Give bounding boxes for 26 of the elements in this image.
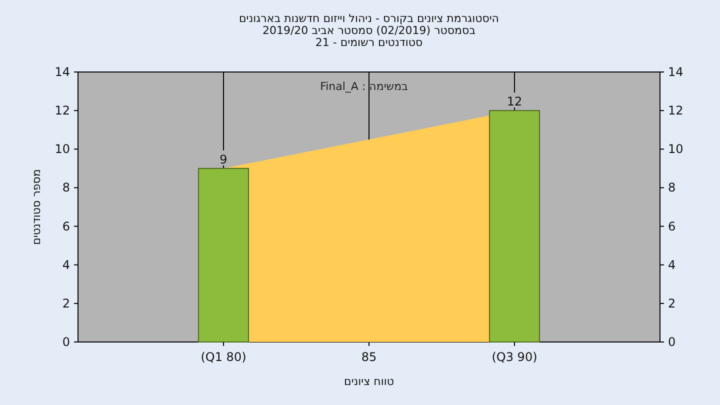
y-tick-label: 6 [62, 219, 70, 234]
y-axis-title: מספר סטודנטים [30, 169, 43, 245]
y-tick-label: 8 [62, 180, 70, 195]
x-axis-title: טווח ציונים [344, 375, 394, 388]
x-tick-label: (Q1 80) [200, 350, 246, 364]
y-tick-label: 2 [62, 296, 70, 310]
data-label: 12 [506, 94, 522, 109]
y2-tick-label: 4 [668, 258, 676, 272]
y2-tick-label: 8 [668, 180, 676, 195]
y-tick-label: 10 [54, 142, 70, 156]
y-tick-label: 14 [54, 65, 70, 79]
y2-tick-label: 2 [668, 296, 676, 310]
y-tick-label: 0 [62, 335, 70, 349]
y2-tick-label: 12 [668, 104, 684, 118]
y2-tick-label: 10 [668, 142, 684, 156]
chart-title: היסטוגרמת ציונים בקורס - ניהול וייזום חדשנות בארגונים [238, 12, 500, 25]
x-tick-label: (Q3 90) [492, 350, 538, 364]
y2-tick-label: 14 [668, 65, 684, 79]
chart-subtitle: בסמסטר (02/2019) סמסטר אביב 2019/20 סטודנטים רשומים - 21 [262, 24, 476, 49]
y-tick-label: 4 [62, 258, 70, 272]
data-label: 9 [220, 152, 228, 166]
y-tick-label: 12 [54, 104, 70, 118]
y2-tick-label: 6 [668, 219, 676, 234]
y2-tick-label: 0 [668, 335, 676, 349]
annotation: Final_A : במשימה [320, 80, 408, 93]
x-tick-label: 85 [361, 350, 377, 364]
